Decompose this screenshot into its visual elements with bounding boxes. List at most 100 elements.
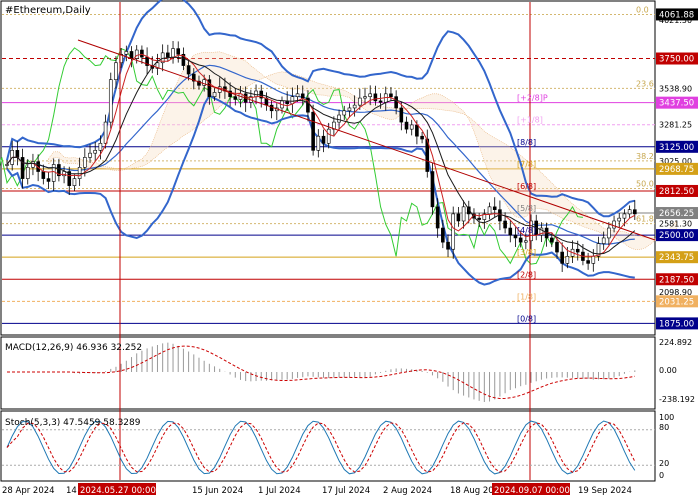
candle-body — [404, 121, 409, 130]
candle-body — [295, 93, 300, 97]
candle-body — [575, 248, 580, 253]
price-tag: 2187.50 — [659, 275, 694, 285]
candle-body — [358, 97, 362, 106]
stoch-label: Stoch(5,3,3) 47.5459 58.3289 — [5, 418, 141, 428]
murrey-label: [0/8] — [517, 314, 536, 323]
candle-body — [88, 152, 92, 158]
trend-line — [77, 39, 656, 241]
stoch-k — [6, 420, 636, 475]
candle-body — [633, 209, 637, 215]
candle-body — [622, 213, 627, 219]
macd-signal — [7, 345, 635, 400]
candle-body — [186, 65, 191, 75]
date-tick: 18 Aug 2024 — [450, 486, 504, 496]
date-tick: 28 Apr 2024 — [2, 486, 55, 496]
fib-label: 61.8 — [636, 215, 654, 224]
price-tick: 4021.50 — [659, 16, 692, 25]
candle-body — [140, 49, 144, 58]
candle-body — [482, 213, 487, 220]
candle-body — [435, 206, 440, 229]
candle-body — [617, 217, 622, 222]
price-tag-bg — [656, 184, 698, 197]
candle-body — [389, 93, 393, 97]
candle-body — [254, 90, 258, 97]
price-tag: 2968.75 — [659, 165, 694, 175]
candle-body — [166, 52, 170, 58]
candle-body — [181, 53, 186, 66]
candle-body — [508, 227, 513, 236]
price-tag: 1875.00 — [659, 319, 694, 329]
murrey-label: [2/8] — [517, 270, 536, 279]
candle-body — [145, 56, 149, 66]
candle-body — [202, 79, 206, 86]
price-tick: 2098.90 — [659, 288, 692, 297]
candle-body — [596, 243, 601, 257]
candle-body — [441, 227, 445, 243]
candle-body — [612, 220, 616, 229]
fib-label: 38.2 — [636, 152, 654, 161]
candle-body — [466, 206, 471, 215]
candle-body — [487, 206, 492, 215]
candle-body — [176, 48, 181, 55]
candle-body — [77, 166, 82, 179]
murrey-label: [4/8] — [517, 226, 536, 235]
candle-body — [326, 128, 331, 144]
date-tag-bg — [492, 483, 570, 495]
price-tag-bg — [656, 52, 698, 65]
murrey-label: [3/8] — [517, 248, 536, 257]
candle-body — [378, 100, 383, 103]
price-tag: 3125.00 — [659, 143, 694, 153]
candle-body — [83, 157, 87, 168]
candle-body — [98, 142, 103, 151]
candle-body — [586, 260, 590, 264]
stoch-d — [6, 422, 636, 473]
candle-body — [155, 62, 160, 69]
candle-body — [627, 209, 632, 215]
price-tag-bg — [656, 295, 698, 308]
price-tag-bg — [656, 8, 698, 21]
candle-body — [425, 138, 430, 172]
candle-body — [415, 124, 419, 137]
murrey-label: [1/8] — [517, 292, 536, 301]
candle-body — [399, 107, 404, 123]
candle-body — [306, 97, 310, 113]
stoch-tick: 80 — [659, 423, 669, 432]
price-tick: 3281.25 — [659, 121, 692, 130]
price-tag: 2031.25 — [659, 297, 694, 307]
candle-body — [290, 96, 295, 105]
candle-body — [420, 135, 424, 140]
highlight-date: 2024.05.27 00:00 — [80, 486, 156, 496]
macd-label: MACD(12,26,9) 46.936 32.252 — [5, 343, 142, 353]
candle-body — [46, 178, 51, 182]
price-tag-bg — [656, 251, 698, 264]
candle-body — [503, 220, 507, 229]
price-tag: 2812.50 — [659, 187, 694, 197]
stoch-tick: 100 — [659, 413, 674, 422]
candle-body — [171, 48, 175, 58]
macd-panel-frame — [0, 336, 656, 410]
candle-body — [451, 213, 456, 250]
price-tag-bg — [656, 96, 698, 109]
candle-body — [103, 121, 108, 144]
candle-body — [446, 241, 450, 250]
murrey-label: [6/8] — [517, 182, 536, 191]
candle-body — [461, 206, 466, 222]
candle-body — [409, 124, 414, 130]
date-tick: 19 Sep 2024 — [578, 486, 632, 496]
candle-body — [41, 171, 46, 179]
candle-body — [337, 114, 341, 123]
candle-body — [129, 51, 134, 59]
date-tick: 2 Aug 2024 — [383, 486, 432, 496]
candle-body — [492, 206, 497, 210]
candle-body — [368, 93, 372, 97]
price-tag: 2343.75 — [659, 253, 694, 263]
price-tick: 3538.90 — [659, 84, 692, 93]
candle-body — [565, 255, 570, 264]
candle-body — [430, 171, 435, 208]
date-tick: 1 Jul 2024 — [258, 486, 301, 496]
murrey-label: [+2/8]P — [517, 94, 548, 103]
candle-body — [228, 90, 232, 97]
price-tag-bg — [656, 207, 698, 220]
candle-body — [363, 96, 367, 99]
